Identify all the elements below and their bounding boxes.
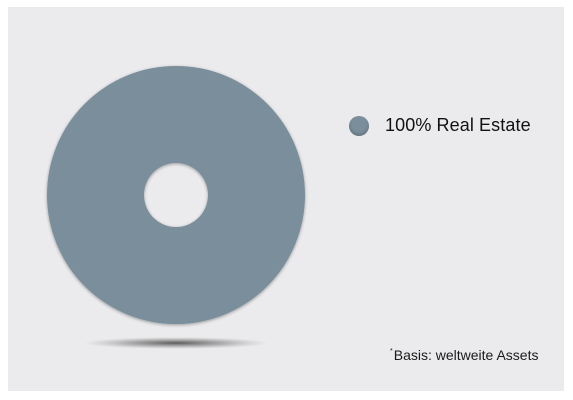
chart-panel: 100% Real Estate *Basis: weltweite Asset… [8,7,564,391]
donut-chart [46,65,305,349]
donut-slices [46,65,305,325]
legend-swatch-real-estate [349,115,369,136]
chart-floor-shadow [84,337,268,349]
footnote: *Basis: weltweite Assets [390,347,538,363]
donut-slice-0 [46,65,305,325]
footnote-text: Basis: weltweite Assets [393,347,539,363]
chart-legend: 100% Real Estate [349,115,531,136]
legend-label-real-estate: 100% Real Estate [385,115,531,135]
footnote-marker: * [390,348,393,355]
